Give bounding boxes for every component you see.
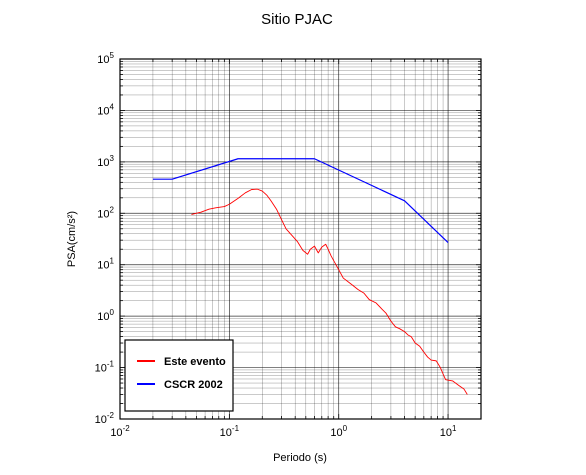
y-tick-label: 101 [97, 257, 114, 272]
x-tick-labels: 10-2 10-1 100 101 [110, 424, 457, 439]
legend: Este evento CSCR 2002 [124, 339, 234, 412]
x-axis-label: Periodo (s) [273, 452, 327, 464]
series-line-cscr-2002 [152, 158, 449, 243]
chart-title: Sitio PJAC [261, 11, 333, 28]
x-tick-label: 10-2 [110, 424, 130, 439]
y-tick-label: 10-2 [95, 411, 115, 426]
y-tick-label: 100 [97, 308, 114, 323]
tick-marks [119, 58, 482, 420]
y-tick-label: 103 [97, 154, 114, 169]
y-axis-label: PSA(cm/s²) [66, 211, 78, 267]
legend-label-este-evento: Este evento [164, 356, 226, 368]
y-tick-label: 104 [97, 102, 114, 117]
y-tick-label: 10-1 [95, 360, 115, 375]
x-tick-label: 101 [440, 424, 457, 439]
y-tick-labels: 10-2 10-1 100 101 102 103 104 105 [95, 51, 115, 426]
series-layer [152, 158, 468, 395]
y-tick-label: 105 [97, 51, 114, 66]
series-line-este-evento [191, 188, 468, 395]
y-tick-label: 102 [97, 205, 114, 220]
legend-box [124, 339, 234, 412]
plot-frame [119, 58, 482, 420]
legend-label-cscr-2002: CSCR 2002 [164, 379, 223, 391]
x-tick-label: 100 [330, 424, 347, 439]
x-tick-label: 10-1 [220, 424, 240, 439]
